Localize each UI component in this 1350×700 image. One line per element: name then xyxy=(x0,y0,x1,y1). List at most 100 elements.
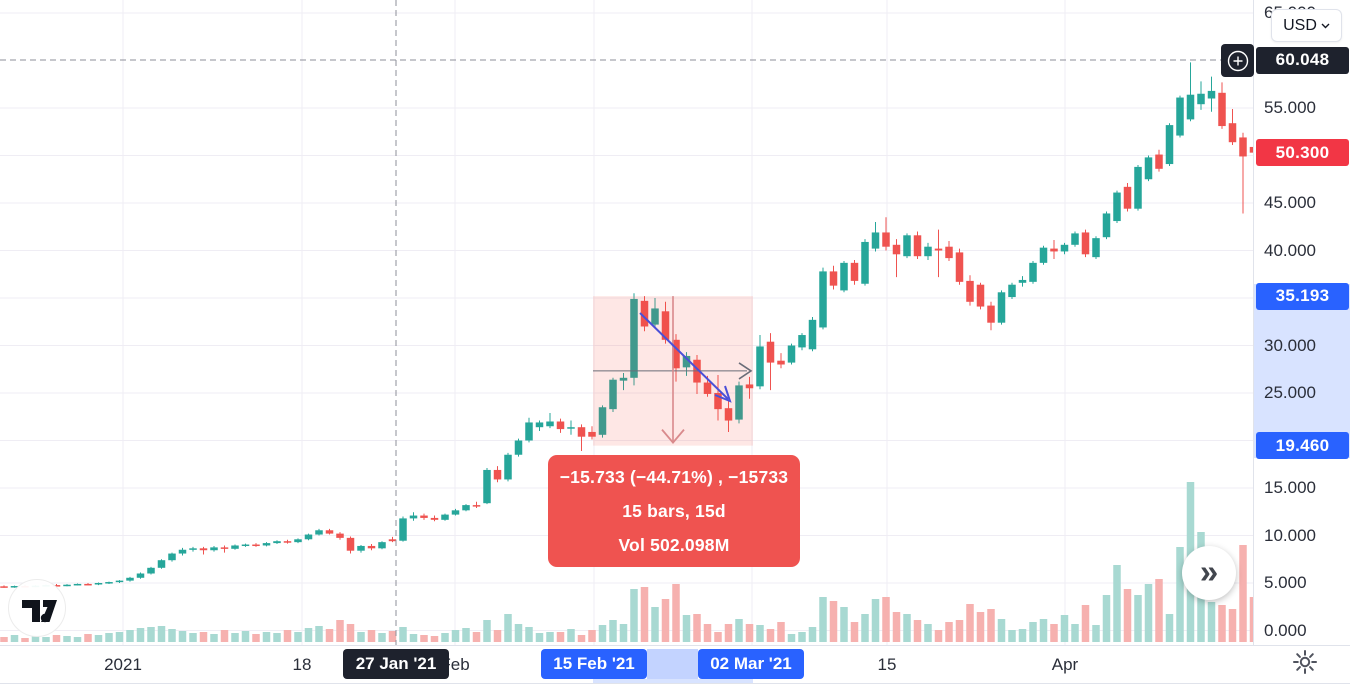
volume-bar xyxy=(850,622,859,642)
volume-bar xyxy=(10,635,19,642)
volume-bar xyxy=(808,627,817,642)
candle-body xyxy=(745,384,754,389)
candle-body xyxy=(105,582,113,584)
candle-body xyxy=(546,421,554,427)
bottom-toolbar-strip xyxy=(0,683,1350,700)
volume-bar xyxy=(1113,565,1121,642)
volume-bar xyxy=(525,627,533,642)
candle-body xyxy=(199,548,208,551)
volume-bar xyxy=(588,630,596,642)
settings-gear-icon[interactable] xyxy=(1291,648,1319,676)
volume-bar xyxy=(819,597,827,642)
volume-bar xyxy=(378,633,386,642)
volume-bar xyxy=(661,599,670,642)
price-tick-label: 0.000 xyxy=(1264,620,1307,640)
volume-bar xyxy=(1060,615,1069,642)
volume-bar xyxy=(283,630,292,642)
volume-bar xyxy=(609,620,617,642)
range-start-badge: 35.193 xyxy=(1256,282,1349,310)
add-alert-plus-icon[interactable] xyxy=(1221,44,1254,77)
volume-bar xyxy=(126,630,134,642)
time-tick-label: 15 xyxy=(877,655,897,674)
candle-body xyxy=(252,544,260,547)
volume-bar xyxy=(504,614,512,642)
chart-canvas[interactable]: −15.733 (−44.71%) , −15733 15 bars, 15d … xyxy=(0,0,1254,645)
candle-body xyxy=(1144,157,1153,180)
volume-bar xyxy=(640,587,649,642)
candle-body xyxy=(871,232,880,249)
candle-body xyxy=(220,547,229,549)
candle-body xyxy=(63,584,71,587)
volume-bar xyxy=(63,636,71,642)
measure-price-range-band xyxy=(1254,284,1350,458)
candle-body xyxy=(535,422,544,428)
volume-bar xyxy=(1134,595,1142,642)
candle-body xyxy=(1008,284,1016,298)
currency-dropdown[interactable]: USD xyxy=(1271,9,1342,42)
volume-bar xyxy=(430,636,439,642)
candle-body xyxy=(420,515,428,518)
candle-body xyxy=(1207,90,1216,99)
candle-body xyxy=(619,377,628,381)
candle-body xyxy=(609,379,617,410)
volume-bar xyxy=(903,614,911,642)
volume-bar xyxy=(693,614,701,642)
volume-bar xyxy=(178,631,187,642)
scroll-to-latest-button[interactable]: » xyxy=(1182,546,1236,600)
range-end-badge: 19.460 xyxy=(1256,432,1349,460)
volume-bar xyxy=(1123,589,1132,642)
candle-body xyxy=(231,545,239,549)
date-badge: 02 Mar '21 xyxy=(698,649,804,679)
volume-bar xyxy=(598,625,607,642)
price-axis[interactable]: 65.00055.00045.00040.00030.00025.00015.0… xyxy=(1253,0,1350,645)
candle-body xyxy=(567,427,575,429)
candle-body xyxy=(273,541,281,544)
candle-body xyxy=(115,580,124,583)
price-tick-label: 15.000 xyxy=(1264,478,1316,497)
candle-body xyxy=(84,583,92,586)
price-range-arrow[interactable] xyxy=(639,312,729,400)
measure-price-change: −15.733 (−44.71%) , −15733 xyxy=(559,466,789,487)
volume-bar xyxy=(924,624,932,642)
volume-bar xyxy=(1155,579,1163,642)
candle-body xyxy=(1228,123,1237,143)
candle-body xyxy=(976,284,985,307)
volume-bar xyxy=(294,632,302,642)
time-tick-label: 18 xyxy=(292,655,312,674)
volume-bar xyxy=(871,599,880,642)
candle-body xyxy=(1039,247,1048,263)
volume-bar xyxy=(766,629,775,642)
candle-body xyxy=(640,300,649,327)
volume-bar xyxy=(273,633,281,642)
volume-bar xyxy=(577,635,586,642)
tradingview-logo-icon[interactable] xyxy=(8,579,66,637)
candle-body xyxy=(1092,238,1100,258)
volume-bar xyxy=(619,624,628,642)
volume-bar xyxy=(777,622,785,642)
volume-bar xyxy=(745,624,754,642)
price-tick-label: 55.000 xyxy=(1264,98,1316,117)
candle-body xyxy=(861,241,869,284)
volume-bar xyxy=(1218,605,1226,642)
volume-bar xyxy=(976,612,985,642)
volume-bar xyxy=(1228,609,1237,642)
volume-bar xyxy=(724,624,733,642)
volume-bar xyxy=(0,637,8,642)
candle-body xyxy=(819,271,827,328)
candle-body xyxy=(1018,279,1027,283)
volume-bar xyxy=(651,607,659,642)
candle-body xyxy=(514,440,523,455)
candle-body xyxy=(241,544,250,547)
volume-bar xyxy=(220,630,229,642)
volume-bar xyxy=(1092,625,1100,642)
candle-body xyxy=(1218,92,1226,127)
candle-body xyxy=(924,246,932,257)
volume-bar xyxy=(105,633,113,642)
volume-bar xyxy=(535,633,544,642)
volume-bar xyxy=(882,597,890,642)
volume-bar xyxy=(1176,547,1184,642)
time-axis[interactable]: 2021 18 Feb 15 Apr 27 Jan '21 15 Feb '21 02 Mar… xyxy=(0,645,1350,684)
volume-bar xyxy=(441,633,449,642)
volume-bar xyxy=(388,631,397,642)
candle-body xyxy=(504,454,512,480)
